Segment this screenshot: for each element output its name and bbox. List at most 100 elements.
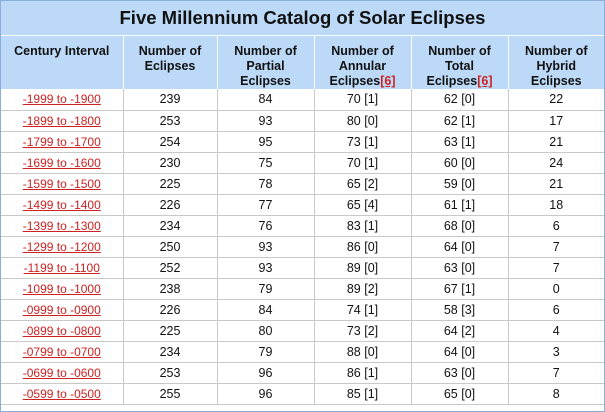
hybrid-cell: 21	[508, 173, 604, 195]
table-row: -1999 to -1900 239 84 70 [1] 62 [0] 22	[1, 89, 604, 111]
eclipse-catalog-table: Century Interval Number of Eclipses Numb…	[1, 36, 604, 405]
century-interval-link[interactable]: -0799 to -0700	[22, 344, 101, 359]
partial-cell: 79	[217, 341, 315, 363]
annular-cell: 85 [1]	[314, 383, 412, 405]
total-cell: 65 [0]	[411, 383, 509, 405]
number-cell: 230	[123, 152, 218, 174]
header-label-line: Annular	[338, 59, 387, 73]
header-label-line: Eclipses	[530, 74, 582, 88]
total-reference-link[interactable]: [6]	[477, 74, 493, 88]
total-cell: 64 [0]	[411, 236, 509, 258]
header-label-line: Eclipses	[144, 59, 196, 73]
header-label-line: Total	[445, 59, 474, 73]
table-title: Five Millennium Catalog of Solar Eclipse…	[1, 1, 604, 36]
header-label-line: Number of	[331, 44, 394, 58]
partial-cell: 93	[217, 110, 315, 132]
table-row: -1499 to -1400 226 77 65 [4] 61 [1] 18	[1, 194, 604, 216]
annular-cell: 80 [0]	[314, 110, 412, 132]
interval-cell: -0999 to -0900	[1, 299, 124, 321]
header-row: Century Interval Number of Eclipses Numb…	[1, 36, 604, 89]
annular-reference-link[interactable]: [6]	[380, 74, 396, 88]
century-interval-link[interactable]: -1699 to -1600	[22, 155, 101, 170]
table-row: -1199 to -1100 252 93 89 [0] 63 [0] 7	[1, 257, 604, 279]
number-cell: 239	[123, 89, 218, 111]
annular-cell: 65 [4]	[314, 194, 412, 216]
interval-cell: -1799 to -1700	[1, 131, 124, 153]
header-century-interval: Century Interval	[1, 36, 124, 89]
total-cell: 63 [0]	[411, 257, 509, 279]
total-cell: 62 [1]	[411, 110, 509, 132]
century-interval-link[interactable]: -1799 to -1700	[22, 134, 101, 149]
century-interval-link[interactable]: -0999 to -0900	[22, 302, 101, 317]
total-cell: 67 [1]	[411, 278, 509, 300]
number-cell: 250	[123, 236, 218, 258]
century-interval-link[interactable]: -0699 to -0600	[22, 365, 101, 380]
table-row: -0899 to -0800 225 80 73 [2] 64 [2] 4	[1, 320, 604, 342]
hybrid-cell: 24	[508, 152, 604, 174]
interval-cell: -1899 to -1800	[1, 110, 124, 132]
century-interval-link[interactable]: -1899 to -1800	[22, 113, 101, 128]
interval-cell: -0699 to -0600	[1, 362, 124, 384]
partial-cell: 77	[217, 194, 315, 216]
annular-cell: 73 [1]	[314, 131, 412, 153]
annular-cell: 86 [1]	[314, 362, 412, 384]
table-row: -1399 to -1300 234 76 83 [1] 68 [0] 6	[1, 215, 604, 237]
annular-cell: 74 [1]	[314, 299, 412, 321]
table-row: -1299 to -1200 250 93 86 [0] 64 [0] 7	[1, 236, 604, 258]
partial-cell: 96	[217, 362, 315, 384]
century-interval-link[interactable]: -1199 to -1100	[23, 260, 100, 275]
interval-cell: -1999 to -1900	[1, 89, 124, 111]
number-cell: 238	[123, 278, 218, 300]
partial-cell: 76	[217, 215, 315, 237]
total-cell: 63 [0]	[411, 362, 509, 384]
hybrid-cell: 7	[508, 236, 604, 258]
number-cell: 225	[123, 173, 218, 195]
partial-cell: 95	[217, 131, 315, 153]
century-interval-link[interactable]: -1299 to -1200	[22, 239, 101, 254]
interval-cell: -1699 to -1600	[1, 152, 124, 174]
century-interval-link[interactable]: -1099 to -1000	[22, 281, 101, 296]
table-row: -1799 to -1700 254 95 73 [1] 63 [1] 21	[1, 131, 604, 153]
number-cell: 234	[123, 341, 218, 363]
table-row: -1599 to -1500 225 78 65 [2] 59 [0] 21	[1, 173, 604, 195]
annular-cell: 73 [2]	[314, 320, 412, 342]
century-interval-link[interactable]: -1399 to -1300	[22, 218, 101, 233]
interval-cell: -0599 to -0500	[1, 383, 124, 405]
total-cell: 58 [3]	[411, 299, 509, 321]
century-interval-link[interactable]: -1999 to -1900	[22, 92, 101, 107]
annular-cell: 89 [2]	[314, 278, 412, 300]
header-label: Century Interval	[14, 44, 110, 58]
hybrid-cell: 3	[508, 341, 604, 363]
century-interval-link[interactable]: -1599 to -1500	[22, 176, 101, 191]
table-body: -1999 to -1900 239 84 70 [1] 62 [0] 22 -…	[1, 89, 604, 405]
hybrid-cell: 17	[508, 110, 604, 132]
header-hybrid-eclipses: Number of Hybrid Eclipses	[508, 36, 604, 89]
interval-cell: -1499 to -1400	[1, 194, 124, 216]
hybrid-cell: 7	[508, 362, 604, 384]
hybrid-cell: 0	[508, 278, 604, 300]
partial-cell: 93	[217, 236, 315, 258]
interval-cell: -0799 to -0700	[1, 341, 124, 363]
number-cell: 253	[123, 110, 218, 132]
total-cell: 68 [0]	[411, 215, 509, 237]
total-cell: 64 [2]	[411, 320, 509, 342]
header-label-line: Number of	[234, 44, 297, 58]
number-cell: 226	[123, 299, 218, 321]
number-cell: 254	[123, 131, 218, 153]
header-annular-eclipses: Number of Annular Eclipses[6]	[314, 36, 412, 89]
hybrid-cell: 18	[508, 194, 604, 216]
century-interval-link[interactable]: -0599 to -0500	[22, 386, 101, 401]
header-total-eclipses: Number of Total Eclipses[6]	[411, 36, 509, 89]
partial-cell: 96	[217, 383, 315, 405]
header-partial-eclipses: Number of Partial Eclipses	[217, 36, 315, 89]
century-interval-link[interactable]: -1499 to -1400	[22, 197, 101, 212]
partial-cell: 80	[217, 320, 315, 342]
interval-cell: -1399 to -1300	[1, 215, 124, 237]
header-label-line: Partial	[246, 59, 285, 73]
century-interval-link[interactable]: -0899 to -0800	[22, 323, 101, 338]
hybrid-cell: 21	[508, 131, 604, 153]
hybrid-cell: 8	[508, 383, 604, 405]
annular-cell: 65 [2]	[314, 173, 412, 195]
partial-cell: 78	[217, 173, 315, 195]
